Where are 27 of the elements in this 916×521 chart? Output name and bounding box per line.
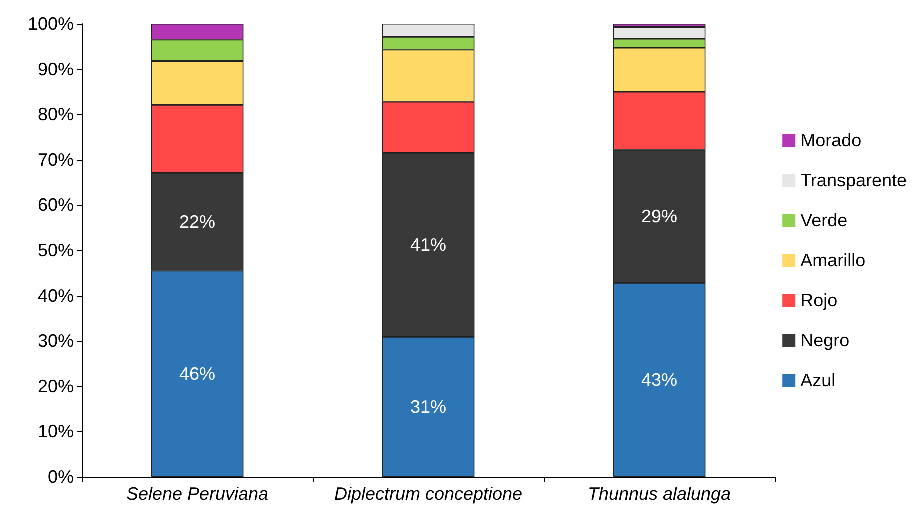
- data-label: 29%: [641, 206, 678, 227]
- y-tick-label: 80%: [38, 104, 74, 125]
- data-label: 41%: [410, 235, 447, 256]
- y-tick-label: 100%: [28, 14, 74, 34]
- y-tick-label: 70%: [38, 150, 74, 170]
- y-tick-label: 90%: [38, 59, 74, 80]
- y-tick-label: 10%: [38, 422, 74, 442]
- y-tick-label: 40%: [38, 286, 74, 306]
- legend-label: Verde: [800, 210, 848, 230]
- y-tick-label: 20%: [38, 376, 74, 396]
- legend-label: Rojo: [800, 290, 838, 310]
- y-tick-label: 0%: [48, 467, 74, 487]
- x-tick-label: Diplectrum conceptione: [334, 484, 523, 504]
- legend-label: Negro: [800, 330, 850, 350]
- y-tick-label: 30%: [38, 331, 74, 352]
- legend-label: Morado: [800, 130, 862, 150]
- legend-label: Amarillo: [800, 250, 866, 270]
- data-label: 22%: [179, 212, 216, 232]
- data-label: 31%: [410, 397, 447, 418]
- legend-label: Transparente: [800, 170, 908, 190]
- y-tick-label: 50%: [38, 240, 74, 260]
- legend-label: Azul: [800, 370, 836, 390]
- y-tick-label: 60%: [38, 195, 74, 216]
- x-tick-label: Thunnus alalunga: [588, 484, 732, 504]
- data-label: 43%: [641, 370, 678, 390]
- data-label: 46%: [179, 364, 216, 384]
- x-tick-label: Selene Peruviana: [126, 484, 269, 504]
